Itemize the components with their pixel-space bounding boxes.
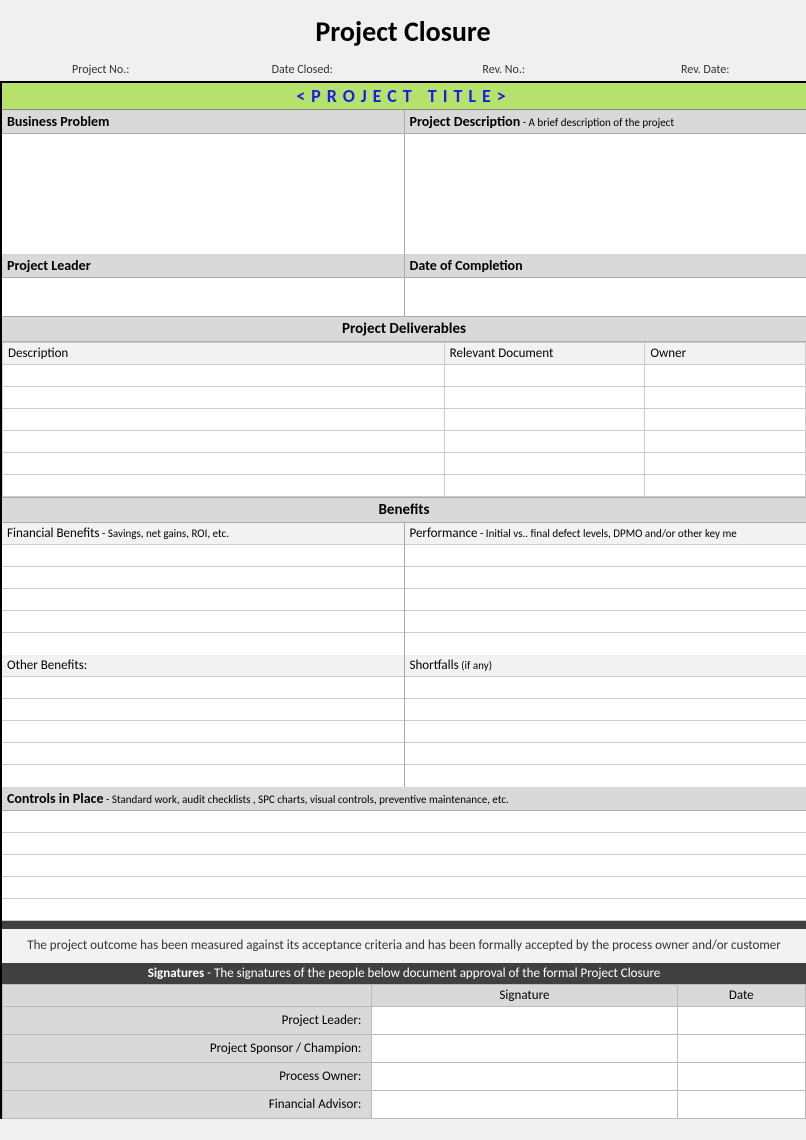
shortfalls-header: Shortfalls (if any)	[405, 655, 806, 677]
signatures-title: Signatures - The signatures of the peopl…	[2, 963, 806, 984]
sig-role-project-leader: Project Leader:	[3, 1006, 372, 1034]
benefits-title: Benefits	[2, 497, 806, 523]
form-area: <PROJECT TITLE> Business Problem Project…	[0, 81, 806, 1119]
other-benefits-row[interactable]	[2, 699, 404, 721]
signatures-title-bold: Signatures	[148, 966, 204, 981]
business-problem-label: Business Problem	[7, 113, 109, 130]
shortfalls-row[interactable]	[405, 721, 806, 743]
shortfalls-row[interactable]	[405, 677, 806, 699]
other-benefits-row[interactable]	[2, 765, 404, 787]
sig-signature-field[interactable]	[372, 1006, 677, 1034]
sig-col-blank	[3, 984, 372, 1006]
performance-sub: - Initial vs.. final defect levels, DPMO…	[477, 527, 736, 540]
sig-col-signature: Signature	[372, 984, 677, 1006]
signature-row: Project Sponsor / Champion:	[3, 1034, 806, 1062]
project-description-header: Project Description - A brief descriptio…	[405, 110, 806, 134]
signature-row: Project Leader:	[3, 1006, 806, 1034]
shortfalls-label: Shortfalls	[410, 658, 459, 673]
financial-benefits-sub: - Savings, net gains, ROI, etc.	[100, 527, 229, 540]
signature-row: Financial Advisor:	[3, 1090, 806, 1118]
signatures-title-rest: - The signatures of the people below doc…	[204, 966, 660, 981]
performance-row[interactable]	[405, 589, 806, 611]
shortfalls-row[interactable]	[405, 765, 806, 787]
financial-row[interactable]	[2, 611, 404, 633]
financial-row[interactable]	[2, 589, 404, 611]
controls-label: Controls in Place	[7, 790, 104, 807]
meta-rev-no: Rev. No.:	[403, 63, 605, 77]
performance-row[interactable]	[405, 567, 806, 589]
sig-role-financial-advisor: Financial Advisor:	[3, 1090, 372, 1118]
project-description-label: Project Description	[410, 113, 521, 130]
deliverables-table: Description Relevant Document Owner	[2, 342, 806, 497]
performance-header: Performance - Initial vs.. final defect …	[405, 523, 806, 545]
meta-row: Project No.: Date Closed: Rev. No.: Rev.…	[0, 57, 806, 81]
deliverables-col-description: Description	[3, 343, 445, 365]
other-benefits-row[interactable]	[2, 677, 404, 699]
performance-row[interactable]	[405, 633, 806, 655]
signature-row: Process Owner:	[3, 1062, 806, 1090]
project-title-bar: <PROJECT TITLE>	[2, 83, 806, 110]
financial-benefits-header: Financial Benefits - Savings, net gains,…	[2, 523, 404, 545]
sig-col-date: Date	[677, 984, 806, 1006]
controls-row[interactable]	[2, 877, 806, 899]
meta-project-no: Project No.:	[0, 63, 202, 77]
performance-row[interactable]	[405, 545, 806, 567]
shortfalls-row[interactable]	[405, 743, 806, 765]
divider-band	[2, 921, 806, 929]
other-benefits-row[interactable]	[2, 721, 404, 743]
deliverables-col-document: Relevant Document	[444, 343, 645, 365]
meta-rev-date: Rev. Date:	[605, 63, 806, 77]
other-benefits-label: Other Benefits:	[7, 658, 87, 673]
other-benefits-row[interactable]	[2, 743, 404, 765]
business-problem-field[interactable]	[2, 134, 404, 254]
table-row[interactable]	[3, 387, 806, 409]
table-row[interactable]	[3, 431, 806, 453]
project-description-sub: - A brief description of the project	[520, 116, 674, 129]
date-completion-label: Date of Completion	[410, 257, 523, 274]
deliverables-col-owner: Owner	[645, 343, 806, 365]
acceptance-text: The project outcome has been measured ag…	[2, 929, 806, 963]
project-leader-field[interactable]	[2, 278, 404, 316]
date-completion-header: Date of Completion	[405, 254, 806, 278]
project-closure-page: Project Closure Project No.: Date Closed…	[0, 0, 806, 1119]
sig-signature-field[interactable]	[372, 1034, 677, 1062]
project-description-field[interactable]	[404, 134, 806, 254]
controls-row[interactable]	[2, 855, 806, 877]
table-row[interactable]	[3, 409, 806, 431]
controls-row[interactable]	[2, 899, 806, 921]
other-benefits-header: Other Benefits:	[2, 655, 404, 677]
performance-row[interactable]	[405, 611, 806, 633]
sig-date-field[interactable]	[677, 1034, 806, 1062]
financial-row[interactable]	[2, 567, 404, 589]
sig-date-field[interactable]	[677, 1062, 806, 1090]
financial-benefits-label: Financial Benefits	[7, 526, 100, 541]
performance-label: Performance	[410, 526, 478, 541]
shortfalls-sub: (if any)	[459, 659, 492, 672]
controls-sub: - Standard work, audit checklists , SPC …	[104, 793, 509, 806]
table-row[interactable]	[3, 475, 806, 497]
shortfalls-row[interactable]	[405, 699, 806, 721]
controls-row[interactable]	[2, 833, 806, 855]
deliverables-title: Project Deliverables	[2, 316, 806, 342]
signatures-table: Signature Date Project Leader: Project S…	[2, 984, 806, 1119]
business-problem-header: Business Problem	[2, 110, 404, 134]
sig-signature-field[interactable]	[372, 1062, 677, 1090]
sig-date-field[interactable]	[677, 1006, 806, 1034]
table-row[interactable]	[3, 365, 806, 387]
sig-role-project-sponsor: Project Sponsor / Champion:	[3, 1034, 372, 1062]
project-leader-label: Project Leader	[7, 257, 91, 274]
controls-row[interactable]	[2, 811, 806, 833]
sig-role-process-owner: Process Owner:	[3, 1062, 372, 1090]
sig-signature-field[interactable]	[372, 1090, 677, 1118]
financial-row[interactable]	[2, 633, 404, 655]
project-leader-header: Project Leader	[2, 254, 404, 278]
table-row[interactable]	[3, 453, 806, 475]
financial-row[interactable]	[2, 545, 404, 567]
date-completion-field[interactable]	[404, 278, 806, 316]
controls-header: Controls in Place - Standard work, audit…	[2, 787, 806, 811]
meta-date-closed: Date Closed:	[202, 63, 404, 77]
document-title: Project Closure	[0, 0, 806, 57]
sig-date-field[interactable]	[677, 1090, 806, 1118]
